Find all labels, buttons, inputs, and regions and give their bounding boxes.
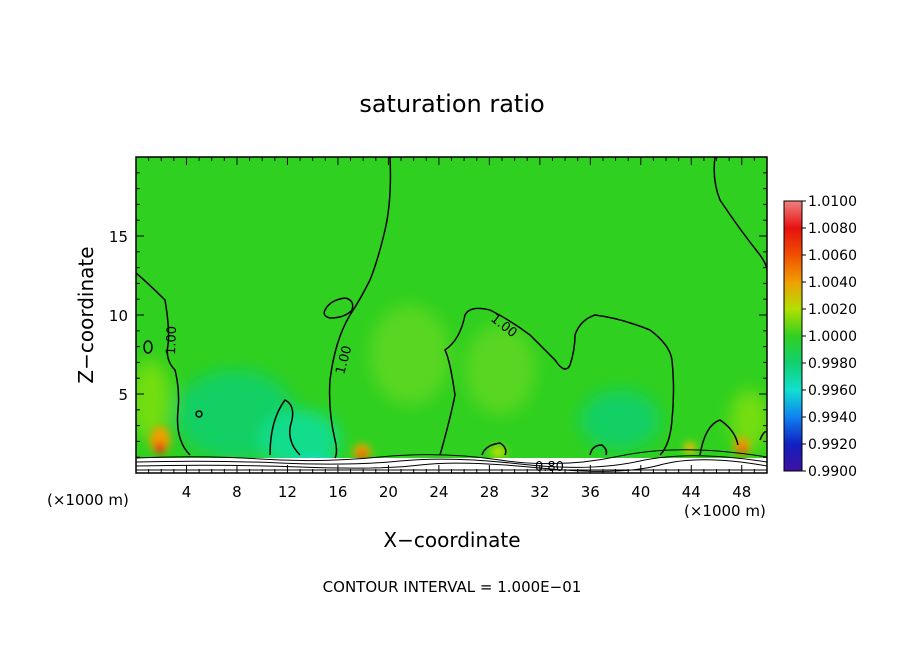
x-unit-right: (×1000 m) xyxy=(684,502,766,520)
field-region xyxy=(730,390,767,450)
field-region xyxy=(465,325,535,415)
colorbar-label: 0.9960 xyxy=(808,383,857,399)
x-axis: 4 8 12 16 20 24 28 32 36 40 44 48 xyxy=(148,157,755,501)
colorbar-label: 1.0000 xyxy=(808,329,857,345)
colorbar-band xyxy=(784,201,802,229)
x-tick-label: 4 xyxy=(182,483,192,501)
colorbar-label: 0.9980 xyxy=(808,356,857,372)
colorbar-band xyxy=(784,390,802,418)
field-region xyxy=(490,446,506,458)
field-region xyxy=(684,442,696,454)
colorbar-label: 0.9920 xyxy=(808,437,857,453)
field-region xyxy=(136,360,170,440)
plot-area: 1.00 1.00 1.00 0.80 xyxy=(136,157,767,475)
x-tick-label: 8 xyxy=(232,483,242,501)
colorbar-label: 1.0100 xyxy=(808,194,857,210)
x-tick-label: 36 xyxy=(581,483,600,501)
y-tick-label: 5 xyxy=(118,386,128,404)
contour-label: 0.80 xyxy=(535,460,564,475)
contour-label: 1.00 xyxy=(333,344,355,376)
field-region xyxy=(358,451,366,459)
contour-labels: 1.00 1.00 1.00 0.80 xyxy=(164,311,564,475)
colorbar-label: 1.0020 xyxy=(808,302,857,318)
field-region xyxy=(136,458,767,473)
y-axis-label: Z−coordinate xyxy=(74,246,98,383)
colorbar-label: 1.0080 xyxy=(808,221,857,237)
colorbar-band xyxy=(784,255,802,283)
colorbar-label: 0.9900 xyxy=(808,464,857,480)
x-tick-label: 32 xyxy=(530,483,549,501)
x-tick-label: 16 xyxy=(328,483,347,501)
contour-label: 1.00 xyxy=(164,326,180,355)
x-tick-label: 24 xyxy=(429,483,448,501)
x-tick-label: 48 xyxy=(732,483,751,501)
y-axis: 5 10 15 xyxy=(109,172,767,458)
x-tick-label: 40 xyxy=(631,483,650,501)
y-tick-label: 10 xyxy=(109,307,128,325)
x-unit-left: (×1000 m) xyxy=(47,491,129,509)
field-region xyxy=(260,410,340,470)
x-axis-label: X−coordinate xyxy=(383,528,520,552)
field-region xyxy=(580,390,660,450)
y-tick-label: 15 xyxy=(109,228,128,246)
contour-interval-note: CONTOUR INTERVAL = 1.000E−01 xyxy=(323,578,582,596)
colorbar-band xyxy=(784,228,802,256)
field-region xyxy=(738,446,746,454)
colorbar: 1.0100 1.0080 1.0060 1.0040 1.0020 1.0000 0.99… xyxy=(783,194,857,480)
colorbar-label: 1.0040 xyxy=(808,275,857,291)
x-tick-label: 28 xyxy=(480,483,499,501)
colorbar-label: 1.0060 xyxy=(808,248,857,264)
colorbar-band xyxy=(784,309,802,337)
colorbar-band xyxy=(784,444,802,472)
colorbar-band xyxy=(784,336,802,364)
colorbar-band xyxy=(784,363,802,391)
x-tick-label: 12 xyxy=(278,483,297,501)
field-region xyxy=(150,426,170,454)
colorbar-band xyxy=(784,282,802,310)
x-tick-label: 44 xyxy=(682,483,701,501)
contour-lines-1-00 xyxy=(136,157,767,459)
colorbar-band xyxy=(784,417,802,445)
colorbar-label: 0.9940 xyxy=(808,410,857,426)
x-tick-label: 20 xyxy=(379,483,398,501)
field-region xyxy=(370,305,450,405)
chart-title: saturation ratio xyxy=(359,90,544,118)
field-region xyxy=(155,442,165,454)
